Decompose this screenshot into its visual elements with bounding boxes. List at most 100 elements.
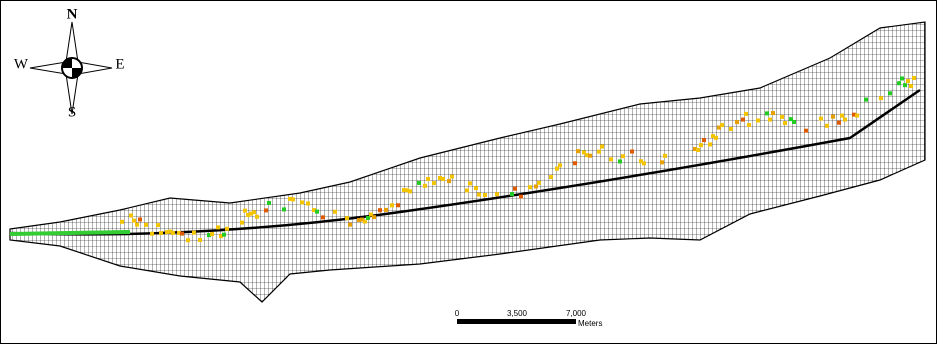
point (618, 159, 622, 163)
point (447, 179, 451, 183)
point (264, 208, 268, 212)
point (291, 197, 295, 201)
point (771, 111, 775, 115)
point (660, 160, 664, 164)
point (468, 181, 472, 185)
point (363, 220, 367, 224)
point (243, 209, 247, 213)
point (825, 124, 829, 128)
point (909, 84, 913, 88)
point (300, 200, 304, 204)
point (735, 120, 739, 124)
point (609, 157, 613, 161)
point (348, 223, 352, 227)
point (819, 117, 823, 121)
point (597, 150, 601, 154)
point (345, 216, 349, 220)
point (588, 154, 592, 158)
point (855, 114, 859, 118)
point (180, 232, 184, 236)
map-view: N S W E 0 3,500 7,000 Meters (0, 0, 937, 344)
point (366, 216, 370, 220)
point (396, 203, 400, 207)
point (906, 79, 910, 83)
point (315, 210, 319, 214)
point (477, 193, 481, 197)
point (888, 91, 892, 95)
point (222, 233, 226, 237)
point (267, 201, 271, 205)
point (549, 175, 553, 179)
point (897, 81, 901, 85)
scale-unit: Meters (578, 319, 602, 328)
point (144, 223, 148, 227)
point (282, 207, 286, 211)
point (912, 76, 916, 80)
point (558, 163, 562, 167)
point (696, 148, 700, 152)
point (417, 181, 421, 185)
compass-north: N (67, 6, 78, 22)
point (378, 208, 382, 212)
point (240, 221, 244, 225)
point (903, 83, 907, 87)
point (465, 188, 469, 192)
point (390, 203, 394, 207)
point (225, 227, 229, 231)
point (186, 238, 190, 242)
point (171, 231, 175, 235)
point (423, 184, 427, 188)
point (768, 118, 772, 122)
compass-south: S (68, 104, 76, 120)
point (804, 129, 808, 133)
point (534, 184, 538, 188)
point (252, 210, 256, 214)
point (159, 231, 163, 235)
point (663, 154, 667, 158)
point (708, 142, 712, 146)
point (576, 149, 580, 153)
point (840, 114, 844, 118)
point (792, 120, 796, 124)
point (198, 238, 202, 242)
point (720, 123, 724, 127)
point (426, 177, 430, 181)
point (333, 210, 337, 214)
scale-label: 3,500 (507, 309, 528, 318)
point (372, 215, 376, 219)
point (747, 123, 751, 127)
point (150, 232, 154, 236)
point (714, 136, 718, 140)
point (138, 217, 142, 221)
point (831, 115, 835, 119)
point (120, 220, 124, 224)
scale-label: 0 (455, 309, 460, 318)
point (510, 192, 514, 196)
point (483, 193, 487, 197)
point (513, 187, 517, 191)
point (132, 219, 136, 223)
point (450, 175, 454, 179)
point (306, 201, 310, 205)
point (699, 143, 703, 147)
point (744, 112, 748, 116)
point (408, 189, 412, 193)
point (384, 208, 388, 212)
point (129, 213, 133, 217)
point (156, 223, 160, 227)
point (432, 181, 436, 185)
point (474, 186, 478, 190)
point (621, 154, 625, 158)
point (702, 138, 706, 142)
point (729, 127, 733, 131)
point (135, 223, 139, 227)
point (741, 118, 745, 122)
point (519, 195, 523, 199)
point (537, 181, 541, 185)
point (780, 115, 784, 119)
scale-label: 7,000 (566, 309, 587, 318)
point (495, 192, 499, 196)
point (528, 185, 532, 189)
channel-start (10, 232, 130, 234)
point (321, 215, 325, 219)
